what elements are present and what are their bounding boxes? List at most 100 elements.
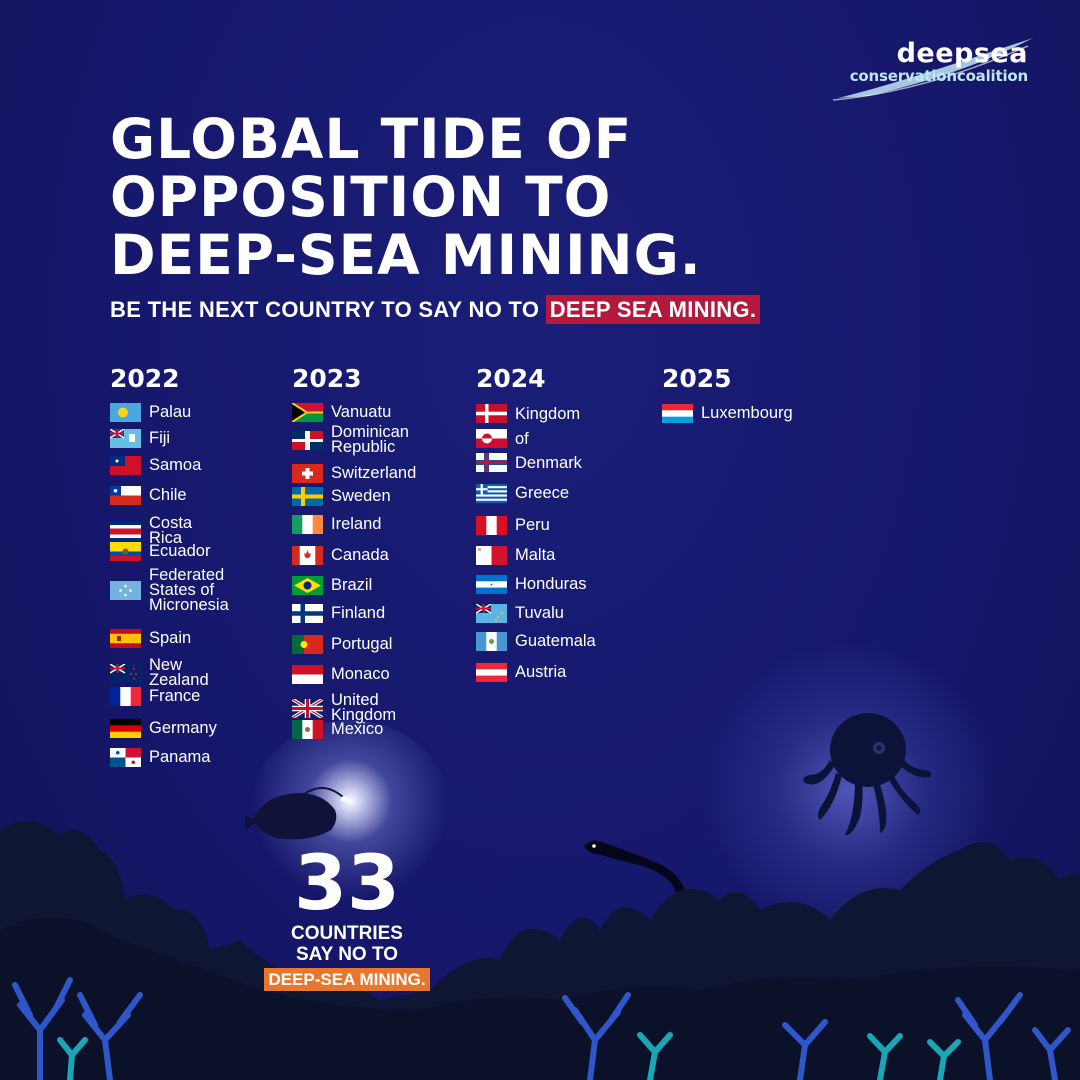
- country-panama: Panama: [110, 748, 210, 767]
- country-name: Tuvalu: [515, 604, 564, 622]
- flag-icon: [476, 575, 507, 594]
- wave-icon: [832, 38, 1033, 101]
- deepsea-logo: deepsea conservationcoalition: [832, 38, 1033, 101]
- country-ecuador: Ecuador: [110, 542, 210, 561]
- octopus-icon: [803, 713, 932, 836]
- column-2022: 2022 Palau Fiji Samoa Chile Costa Rica Ecuador…: [110, 364, 229, 767]
- country-name: Ireland: [331, 515, 382, 533]
- flag-icon: [292, 430, 323, 450]
- flag-icon: [292, 515, 323, 534]
- flag-icon: [292, 464, 323, 483]
- flag-icon: [476, 453, 507, 472]
- country-name: Ecuador: [149, 542, 211, 560]
- country-name: Panama: [149, 748, 211, 766]
- flag-icon: [110, 663, 141, 683]
- country-germany: Germany: [110, 719, 217, 738]
- flag-icon: [476, 604, 507, 623]
- country-malta: Malta: [476, 546, 555, 565]
- country-name: Sweden: [331, 487, 391, 505]
- flag-icon: [292, 665, 323, 684]
- country-costa-rica: Costa Rica: [110, 514, 193, 547]
- year-heading: 2024: [476, 364, 546, 393]
- country-name: Samoa: [149, 456, 202, 474]
- country-fiji: Fiji: [110, 429, 170, 448]
- country-portugal: Portugal: [292, 635, 392, 654]
- country-name: Federated States of Micronesia: [149, 566, 229, 614]
- country-austria: Austria: [476, 663, 566, 682]
- country-name: Fiji: [149, 429, 171, 447]
- country-name: Chile: [149, 486, 187, 504]
- country-honduras: Honduras: [476, 575, 587, 594]
- country-switzerland: Switzerland: [292, 464, 416, 483]
- country-samoa: Samoa: [110, 456, 201, 475]
- country-name: Portugal: [331, 635, 393, 653]
- flag-icon: [110, 456, 141, 475]
- country-finland: Finland: [292, 604, 385, 623]
- country-canada: Canada: [292, 546, 389, 565]
- year-heading: 2025: [662, 364, 732, 393]
- subtitle-highlight: DEEP SEA MINING.: [545, 295, 761, 324]
- country-name: Germany: [149, 719, 217, 737]
- counter: 33 COUNTRIES SAY NO TO DEEP-SEA MINING.: [262, 843, 432, 991]
- country-name: Mexico: [331, 720, 384, 738]
- flag-icon: [476, 429, 507, 448]
- flag-icon: [292, 546, 323, 565]
- subtitle-text: BE THE NEXT COUNTRY TO SAY NO TO: [110, 297, 546, 322]
- country-name: Costa Rica: [149, 514, 193, 547]
- country-name: Luxembourg: [701, 404, 793, 422]
- country-name: Dominican Republic: [331, 423, 409, 456]
- country-france: France: [110, 687, 200, 706]
- counter-highlight: DEEP-SEA MINING.: [264, 968, 430, 991]
- flag-icon: [292, 403, 323, 422]
- flag-icon: [476, 663, 507, 682]
- country-dominican-republic: Dominican Republic: [292, 423, 409, 456]
- flag-icon: [292, 487, 323, 506]
- country-name: Brazil: [331, 576, 373, 594]
- country-name: Malta: [515, 546, 556, 564]
- country-luxembourg: Luxembourg: [662, 404, 793, 423]
- country-name: United Kingdom: [331, 691, 397, 724]
- country-chile: Chile: [110, 486, 187, 505]
- counter-line1: COUNTRIES: [291, 923, 403, 944]
- country-name: Monaco: [331, 665, 390, 683]
- column-2025: 2025 Luxembourg: [662, 364, 793, 423]
- country-vanuatu: Vanuatu: [292, 403, 391, 422]
- country-name: France: [149, 687, 201, 705]
- country-name: Guatemala: [515, 632, 596, 650]
- column-2023: 2023 Vanuatu Dominican Republic Switzerland…: [292, 364, 416, 739]
- flag-icon: [292, 576, 323, 595]
- flag-icon: [662, 404, 693, 423]
- country-new-zealand: New Zealand: [110, 656, 209, 689]
- country-kingdom-of-denmark-1: Kingdom: [476, 404, 580, 423]
- flag-icon: [476, 632, 507, 651]
- counter-number: 33: [294, 838, 400, 927]
- country-palau: Palau: [110, 403, 191, 422]
- country-brazil: Brazil: [292, 576, 372, 595]
- column-2024: 2024 Kingdom of Denmark Greece Peru Malta Hondu…: [476, 364, 596, 682]
- country-name: Finland: [331, 604, 386, 622]
- flag-icon: [476, 546, 507, 565]
- country-guatemala: Guatemala: [476, 632, 596, 651]
- anglerfish-icon: [245, 787, 347, 840]
- country-name: Greece: [515, 484, 570, 502]
- country-name: Denmark: [515, 453, 582, 472]
- flag-icon: [110, 486, 141, 505]
- flag-icon: [110, 542, 141, 561]
- country-monaco: Monaco: [292, 665, 390, 684]
- country-name: New Zealand: [149, 656, 209, 689]
- country-kingdom-of-denmark-3: Denmark: [476, 453, 582, 472]
- eel-icon: [584, 840, 688, 914]
- country-tuvalu: Tuvalu: [476, 604, 564, 623]
- logo-line2: conservationcoalition: [849, 67, 1028, 85]
- flag-icon: [292, 635, 323, 654]
- counter-line2: SAY NO TO: [295, 944, 399, 965]
- country-name: Vanuatu: [331, 403, 392, 421]
- flag-icon: [476, 404, 507, 423]
- logo-line1: deepsea: [896, 38, 1028, 69]
- year-heading: 2022: [110, 364, 180, 393]
- flag-icon: [110, 521, 141, 541]
- country-name: Canada: [331, 546, 389, 564]
- flag-icon: [292, 604, 323, 623]
- flag-icon: [110, 403, 141, 422]
